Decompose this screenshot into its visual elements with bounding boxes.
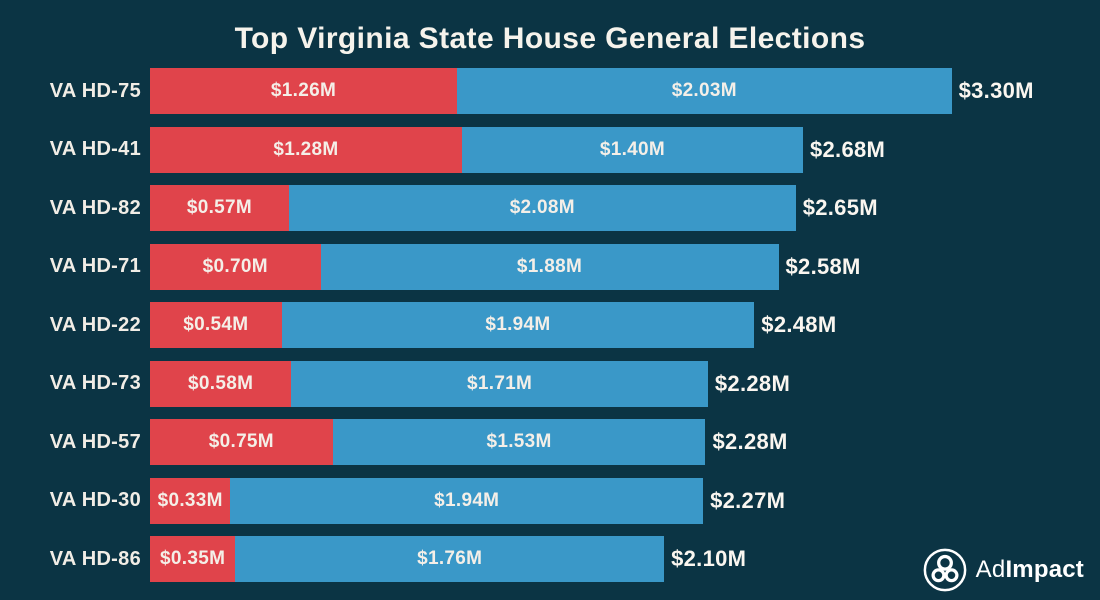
adimpact-logo: AdImpact bbox=[922, 547, 1084, 593]
bar-row: VA HD-41 $1.28M $1.40M $2.68M bbox=[0, 126, 1100, 173]
republican-spending-segment: $1.28M bbox=[150, 126, 462, 173]
segment-value-label: $2.08M bbox=[509, 197, 575, 218]
total-value-label: $2.48M bbox=[761, 312, 837, 337]
category-label: VA HD-86 bbox=[49, 547, 141, 570]
democratic-spending-segment: $1.88M bbox=[320, 243, 779, 290]
republican-spending-segment: $0.54M bbox=[150, 302, 282, 348]
democratic-spending-segment: $1.76M bbox=[235, 536, 665, 582]
category-label: VA HD-57 bbox=[49, 430, 141, 453]
bar-row: VA HD-22 $0.54M $1.94M $2.48M bbox=[0, 302, 1100, 348]
segment-value-label: $1.71M bbox=[467, 372, 533, 394]
bar-row: VA HD-75 $1.26M $2.03M $3.30M bbox=[0, 68, 1100, 114]
segment-value-label: $0.57M bbox=[186, 197, 253, 218]
category-label: VA HD-22 bbox=[49, 313, 141, 336]
segment-value-label: $1.40M bbox=[599, 138, 666, 160]
total-value-label: $2.68M bbox=[809, 136, 886, 162]
segment-value-label: $1.26M bbox=[270, 80, 337, 101]
bar-row: VA HD-86 $0.35M $1.76M $2.10M bbox=[0, 536, 1100, 582]
total-value-label: $3.30M bbox=[958, 78, 1034, 103]
total-value-label: $2.28M bbox=[714, 370, 791, 396]
bar-row: VA HD-71 $0.70M $1.88M $2.58M bbox=[0, 243, 1100, 290]
republican-spending-segment: $0.35M bbox=[150, 536, 236, 582]
total-value-label: $2.10M bbox=[671, 546, 747, 571]
stacked-bar: $0.75M $1.53M bbox=[150, 419, 706, 465]
democratic-spending-segment: $1.40M bbox=[461, 126, 803, 173]
republican-spending-segment: $0.75M bbox=[150, 419, 333, 465]
category-label: VA HD-82 bbox=[49, 196, 141, 219]
segment-value-label: $2.03M bbox=[671, 80, 737, 101]
segment-value-label: $1.88M bbox=[516, 255, 583, 277]
stacked-bar: $0.54M $1.94M bbox=[150, 302, 755, 348]
bar-row: VA HD-82 $0.57M $2.08M $2.65M bbox=[0, 185, 1100, 231]
total-value-label: $2.27M bbox=[710, 487, 786, 513]
segment-value-label: $0.70M bbox=[202, 255, 268, 277]
republican-spending-segment: $0.58M bbox=[150, 360, 292, 407]
segment-value-label: $1.94M bbox=[485, 314, 551, 335]
stacked-bar: $0.58M $1.71M bbox=[150, 360, 708, 407]
segment-value-label: $0.58M bbox=[188, 372, 254, 394]
republican-spending-segment: $0.70M bbox=[150, 243, 321, 290]
segment-value-label: $1.28M bbox=[273, 138, 339, 160]
total-value-label: $2.58M bbox=[785, 253, 861, 279]
segment-value-label: $0.75M bbox=[208, 431, 274, 452]
category-label: VA HD-41 bbox=[49, 138, 141, 160]
stacked-bar: $0.35M $1.76M bbox=[150, 536, 665, 582]
bar-row: VA HD-73 $0.58M $1.71M $2.28M bbox=[0, 360, 1100, 407]
category-label: VA HD-30 bbox=[49, 489, 141, 511]
bar-rows: VA HD-75 $1.26M $2.03M $3.30M VA HD-41 $1.28M… bbox=[0, 68, 1100, 595]
democratic-spending-segment: $1.94M bbox=[281, 302, 755, 348]
segment-value-label: $1.53M bbox=[486, 431, 552, 452]
republican-spending-segment: $0.33M bbox=[150, 477, 231, 524]
category-label: VA HD-73 bbox=[49, 372, 141, 394]
category-label: VA HD-75 bbox=[49, 79, 141, 102]
chart-title: Top Virginia State House General Electio… bbox=[234, 22, 866, 55]
republican-spending-segment: $0.57M bbox=[150, 185, 289, 231]
total-value-label: $2.28M bbox=[712, 429, 788, 454]
democratic-spending-segment: $2.03M bbox=[457, 68, 952, 114]
adimpact-circles-icon bbox=[922, 547, 968, 593]
democratic-spending-segment: $1.94M bbox=[230, 477, 704, 524]
stacked-bar: $1.28M $1.40M bbox=[150, 126, 803, 173]
total-value-label: $2.65M bbox=[802, 195, 878, 220]
stacked-bar: $0.33M $1.94M bbox=[150, 477, 704, 524]
segment-value-label: $1.94M bbox=[434, 489, 500, 511]
segment-value-label: $0.54M bbox=[183, 314, 249, 335]
bar-row: VA HD-57 $0.75M $1.53M $2.28M bbox=[0, 419, 1100, 465]
democratic-spending-segment: $1.71M bbox=[291, 360, 708, 407]
category-label: VA HD-71 bbox=[49, 255, 141, 277]
bar-row: VA HD-30 $0.33M $1.94M $2.27M bbox=[0, 477, 1100, 524]
stacked-bar: $1.26M $2.03M bbox=[150, 68, 952, 114]
adimpact-wordmark: AdImpact bbox=[975, 556, 1084, 583]
stacked-bar: $0.70M $1.88M bbox=[150, 243, 779, 290]
democratic-spending-segment: $2.08M bbox=[288, 185, 796, 231]
segment-value-label: $1.76M bbox=[417, 548, 483, 569]
segment-value-label: $0.35M bbox=[160, 548, 226, 569]
democratic-spending-segment: $1.53M bbox=[332, 419, 706, 465]
segment-value-label: $0.33M bbox=[157, 489, 223, 511]
stacked-bar: $0.57M $2.08M bbox=[150, 185, 796, 231]
republican-spending-segment: $1.26M bbox=[150, 68, 457, 114]
